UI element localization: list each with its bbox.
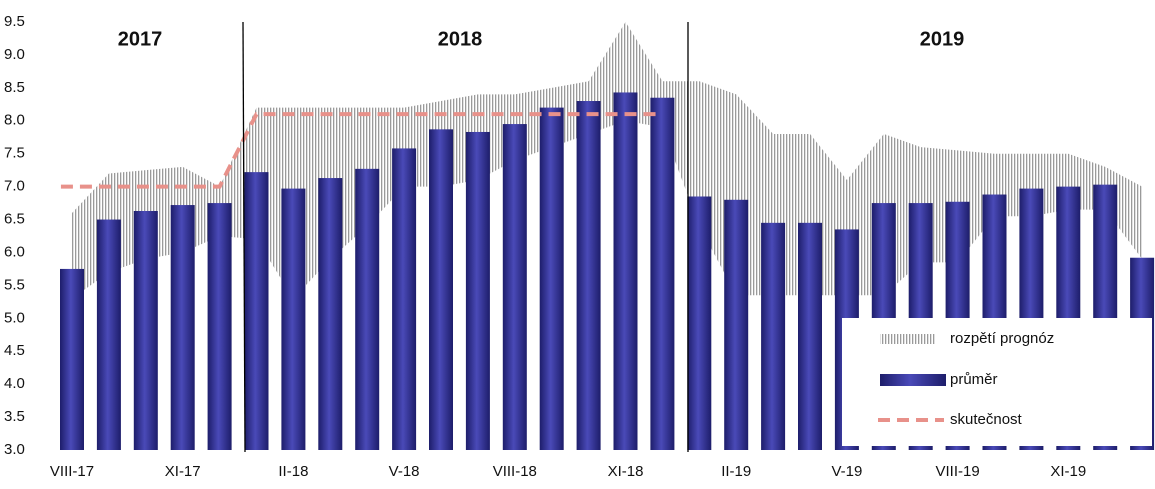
x-tick-label: II-18 [278,463,308,480]
bar [465,131,490,450]
y-tick-label: 6.0 [4,243,25,260]
legend-label: průměr [950,371,998,388]
y-tick-label: 3.0 [4,441,25,458]
bar [133,210,158,450]
y-tick-label: 8.0 [4,112,25,129]
bar [318,178,343,450]
legend-label: rozpětí prognóz [950,330,1054,347]
y-tick-label: 6.5 [4,211,25,228]
x-tick-label: XI-19 [1050,463,1086,480]
bar [539,107,564,450]
x-tick-label: VIII-17 [50,463,94,480]
bar [281,188,306,451]
bar [355,168,380,451]
legend: rozpětí prognóz průměr skutečnost [842,318,1152,446]
bar [798,222,822,450]
bar [650,97,675,450]
y-tick-label: 7.0 [4,178,25,195]
bar [96,219,121,450]
y-tick-label: 4.5 [4,342,25,359]
legend-label: skutečnost [950,411,1023,428]
year-label: 2018 [438,28,483,50]
y-tick-label: 4.0 [4,375,25,392]
x-tick-label: VIII-18 [493,463,537,480]
y-tick-label: 7.5 [4,145,25,162]
bar [613,92,638,450]
bar [392,148,417,450]
y-tick-label: 9.5 [4,13,25,30]
bar [244,172,269,451]
bar [502,124,527,451]
y-tick-label: 9.0 [4,46,25,63]
forecast-range [72,22,1143,299]
x-tick-label: V-18 [389,463,420,480]
bar [207,203,232,450]
bar [576,101,601,450]
x-tick-label: II-19 [721,463,751,480]
bar [429,129,453,450]
y-tick-label: 3.5 [4,408,25,425]
y-tick-label: 8.5 [4,79,25,96]
actual-line [60,112,663,189]
year-label: 2019 [920,28,965,50]
bar [60,268,84,450]
x-tick-label: VIII-19 [936,463,980,480]
legend-swatch [880,374,946,386]
bar [687,196,712,450]
bar [170,205,195,450]
year-label: 2017 [118,28,163,50]
legend-swatch [880,334,936,344]
y-tick-label: 5.0 [4,309,25,326]
year-separator [242,21,246,453]
x-tick-label: XI-18 [608,463,644,480]
x-tick-label: V-19 [831,463,862,480]
bar [761,222,786,450]
bar [724,199,749,450]
x-tick-label: XI-17 [165,463,201,480]
y-tick-label: 5.5 [4,276,25,293]
